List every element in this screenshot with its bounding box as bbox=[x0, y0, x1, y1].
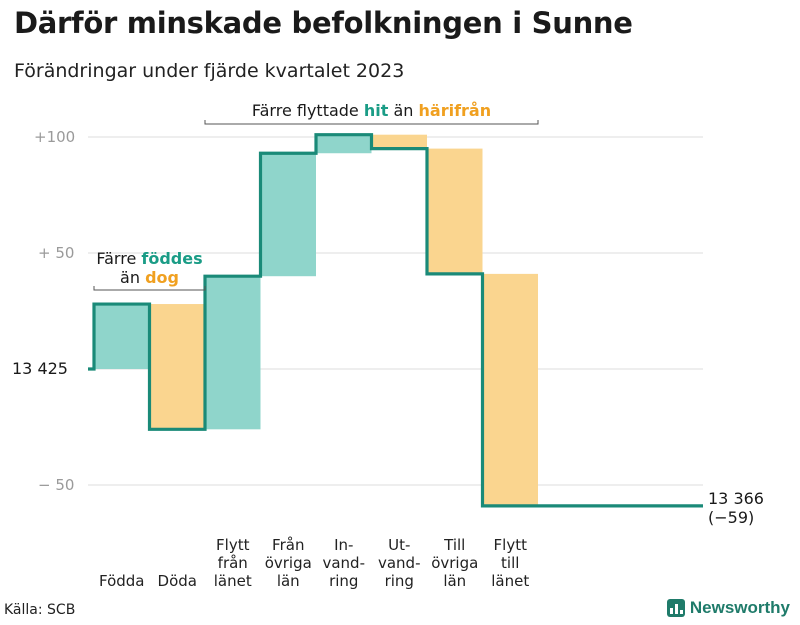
category-label: Från övriga län bbox=[265, 536, 312, 590]
chart-title: Därför minskade befolkningen i Sunne bbox=[14, 6, 633, 40]
category-label: Flytt från länet bbox=[214, 536, 252, 590]
brand-name: Newsworthy bbox=[689, 598, 790, 617]
cumulative-step-line bbox=[88, 133, 703, 508]
bars bbox=[94, 134, 538, 506]
category-label: Födda bbox=[99, 572, 145, 590]
moved-annotation-bracket bbox=[204, 120, 539, 125]
end-change-label: (−59) bbox=[708, 508, 754, 527]
bar-decrease bbox=[482, 273, 538, 506]
chart-subtitle: Förändringar under fjärde kvartalet 2023 bbox=[14, 60, 405, 82]
y-tick-label: − 50 bbox=[38, 476, 74, 494]
born-annotation-bracket bbox=[93, 286, 206, 291]
cumulative-line bbox=[88, 133, 703, 508]
born-annotation-line2: än dog bbox=[120, 268, 179, 287]
category-label: In-vand-ring bbox=[322, 536, 365, 590]
y-tick-label: +100 bbox=[34, 128, 75, 146]
source-note: Källa: SCB bbox=[4, 602, 76, 618]
born-annotation-line1: Färre föddes bbox=[96, 249, 202, 268]
bar-increase bbox=[316, 134, 372, 154]
category-label: Ut-vand-ring bbox=[378, 536, 421, 590]
bar-increase bbox=[94, 304, 150, 369]
brand-logo: Newsworthy bbox=[666, 598, 790, 618]
y-tick-label: + 50 bbox=[38, 244, 74, 262]
bar-decrease bbox=[371, 134, 427, 149]
bar-increase bbox=[205, 276, 261, 430]
moved-annotation: Färre flyttade hit än härifrån bbox=[252, 101, 491, 120]
category-label: Flytt till länet bbox=[491, 536, 529, 590]
category-label: Döda bbox=[158, 572, 197, 590]
bar-increase bbox=[260, 153, 316, 277]
bar-decrease bbox=[427, 148, 483, 274]
start-value-label: 13 425 bbox=[12, 359, 68, 378]
category-label: Till övriga län bbox=[431, 536, 478, 590]
end-value-label: 13 366 bbox=[708, 489, 764, 508]
labels: +100 + 50 − 50 Födda Döda Flytt från länet Från ö… bbox=[12, 128, 764, 590]
bar-decrease bbox=[149, 304, 205, 430]
bar-chart-icon bbox=[666, 599, 685, 617]
